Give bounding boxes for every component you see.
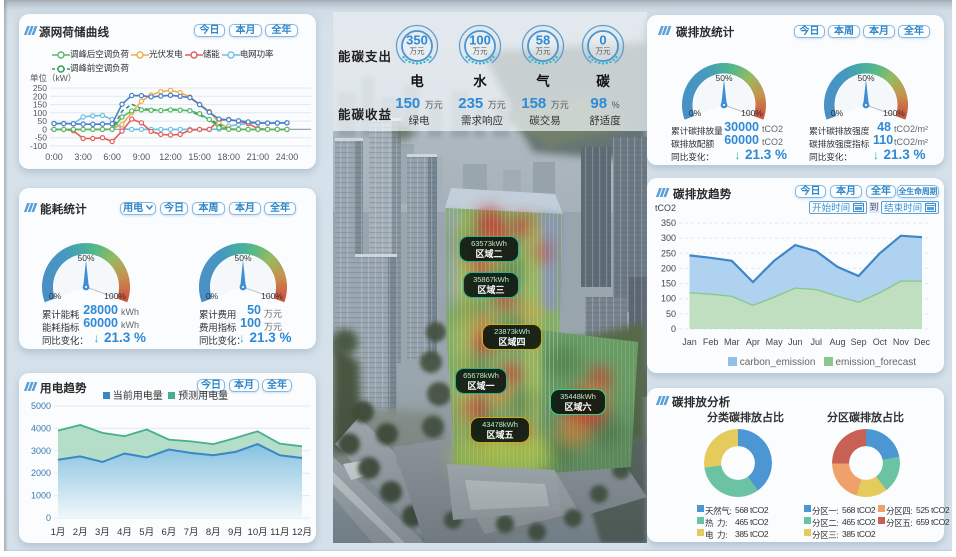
svg-text:0%: 0%	[831, 108, 844, 118]
svg-text:-100: -100	[30, 141, 47, 151]
svg-text:4000: 4000	[31, 423, 51, 433]
svg-text:300: 300	[661, 233, 676, 243]
svg-text:100%: 100%	[883, 108, 905, 118]
svg-text:万元: 万元	[536, 47, 551, 56]
svg-text:Jun: Jun	[788, 337, 803, 347]
svg-text:万元: 万元	[473, 47, 488, 56]
svg-text:1000: 1000	[31, 491, 51, 501]
svg-text:58: 58	[536, 33, 550, 48]
svg-text:6月: 6月	[162, 527, 177, 538]
svg-text:21:00: 21:00	[247, 152, 270, 162]
svg-text:1月: 1月	[51, 527, 66, 538]
svg-text:0:00: 0:00	[45, 152, 63, 162]
svg-text:Jan: Jan	[682, 337, 697, 347]
svg-text:3:00: 3:00	[74, 152, 92, 162]
svg-text:2月: 2月	[73, 527, 88, 538]
svg-text:50: 50	[666, 309, 676, 319]
svg-text:Oct: Oct	[873, 337, 888, 347]
svg-text:Jul: Jul	[811, 337, 823, 347]
svg-text:0%: 0%	[689, 108, 702, 118]
svg-text:0: 0	[46, 513, 51, 523]
svg-text:250: 250	[33, 84, 47, 93]
svg-text:200: 200	[33, 91, 47, 101]
svg-text:150: 150	[661, 279, 676, 289]
svg-text:15:00: 15:00	[188, 152, 211, 162]
svg-text:350: 350	[406, 33, 428, 48]
svg-text:0%: 0%	[49, 291, 62, 301]
svg-text:10月: 10月	[248, 527, 268, 538]
svg-text:7月: 7月	[184, 527, 199, 538]
svg-text:Apr: Apr	[746, 337, 760, 347]
svg-text:350: 350	[661, 218, 676, 228]
svg-text:4月: 4月	[117, 527, 132, 538]
svg-text:2000: 2000	[31, 468, 51, 478]
svg-text:3000: 3000	[31, 446, 51, 456]
svg-text:6:00: 6:00	[103, 152, 121, 162]
svg-text:9:00: 9:00	[133, 152, 151, 162]
svg-text:5月: 5月	[139, 527, 154, 538]
svg-text:150: 150	[33, 100, 47, 110]
svg-text:11月: 11月	[270, 527, 289, 538]
svg-text:0: 0	[599, 33, 606, 48]
svg-text:May: May	[766, 337, 784, 347]
svg-text:100: 100	[469, 33, 491, 48]
svg-text:0%: 0%	[206, 291, 219, 301]
svg-text:Nov: Nov	[893, 337, 910, 347]
svg-text:Mar: Mar	[724, 337, 740, 347]
svg-text:18:00: 18:00	[217, 152, 240, 162]
svg-text:Dec: Dec	[914, 337, 931, 347]
svg-text:3月: 3月	[95, 527, 110, 538]
svg-text:100%: 100%	[741, 108, 763, 118]
svg-text:50%: 50%	[857, 73, 874, 83]
svg-text:50%: 50%	[715, 73, 732, 83]
svg-text:8月: 8月	[206, 527, 221, 538]
svg-text:100: 100	[661, 294, 676, 304]
svg-text:12月: 12月	[292, 527, 312, 538]
svg-text:Aug: Aug	[829, 337, 845, 347]
svg-text:50%: 50%	[77, 253, 94, 263]
svg-text:Feb: Feb	[703, 337, 719, 347]
svg-text:12:00: 12:00	[159, 152, 182, 162]
svg-text:5000: 5000	[31, 401, 51, 411]
svg-text:Sep: Sep	[851, 337, 867, 347]
svg-text:200: 200	[661, 263, 676, 273]
svg-text:100: 100	[33, 108, 47, 118]
svg-text:100%: 100%	[261, 291, 283, 301]
svg-text:100%: 100%	[104, 291, 126, 301]
svg-text:9月: 9月	[228, 527, 243, 538]
svg-text:万元: 万元	[410, 47, 425, 56]
svg-text:24:00: 24:00	[276, 152, 299, 162]
svg-text:250: 250	[661, 248, 676, 258]
svg-text:50: 50	[38, 116, 48, 126]
svg-text:50%: 50%	[234, 253, 251, 263]
svg-text:万元: 万元	[596, 47, 611, 56]
svg-text:0: 0	[671, 324, 676, 334]
svg-text:-50: -50	[35, 133, 48, 143]
svg-text:0: 0	[42, 124, 47, 134]
